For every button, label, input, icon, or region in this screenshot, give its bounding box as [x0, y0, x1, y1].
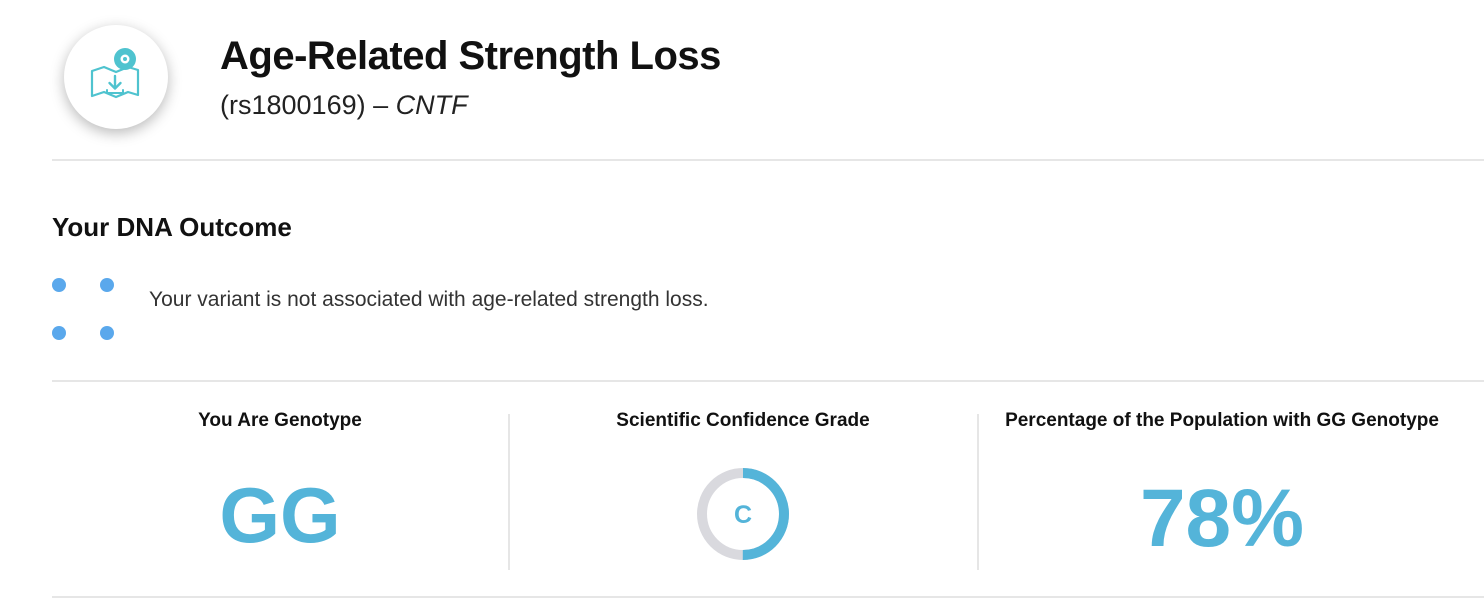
stat-separator — [508, 414, 510, 570]
footer-divider — [52, 596, 1484, 598]
dot — [100, 326, 114, 340]
stat-separator — [977, 414, 979, 570]
genotype-value: GG — [219, 471, 341, 559]
rsid-text: (rs1800169) – — [220, 90, 396, 120]
header-icon-badge — [64, 25, 168, 129]
dot — [52, 326, 66, 340]
population-value: 78% — [1139, 473, 1305, 564]
outcome-section-title: Your DNA Outcome — [52, 212, 292, 242]
map-download-icon — [90, 48, 140, 99]
dot — [52, 278, 66, 292]
outcome-text: Your variant is not associated with age-… — [149, 288, 709, 311]
confidence-label: Scientific Confidence Grade — [616, 410, 870, 431]
page-subtitle: (rs1800169) – CNTF — [220, 90, 468, 121]
header-divider — [52, 159, 1484, 161]
genotype-stat: You Are Genotype GG — [52, 410, 508, 572]
confidence-stat: Scientific Confidence Grade C — [510, 410, 976, 572]
grade-ring-fill — [697, 468, 789, 560]
outcome-divider — [52, 380, 1484, 382]
genotype-label: You Are Genotype — [198, 410, 362, 431]
grade-letter: C — [734, 501, 752, 529]
population-stat: Percentage of the Population with GG Gen… — [979, 410, 1465, 572]
gene-name: CNTF — [395, 90, 468, 120]
page-title: Age-Related Strength Loss — [220, 34, 721, 78]
confidence-grade-ring: C — [697, 468, 789, 560]
dot-grid-icon — [52, 278, 122, 348]
population-label: Percentage of the Population with GG Gen… — [1005, 410, 1439, 431]
dot — [100, 278, 114, 292]
